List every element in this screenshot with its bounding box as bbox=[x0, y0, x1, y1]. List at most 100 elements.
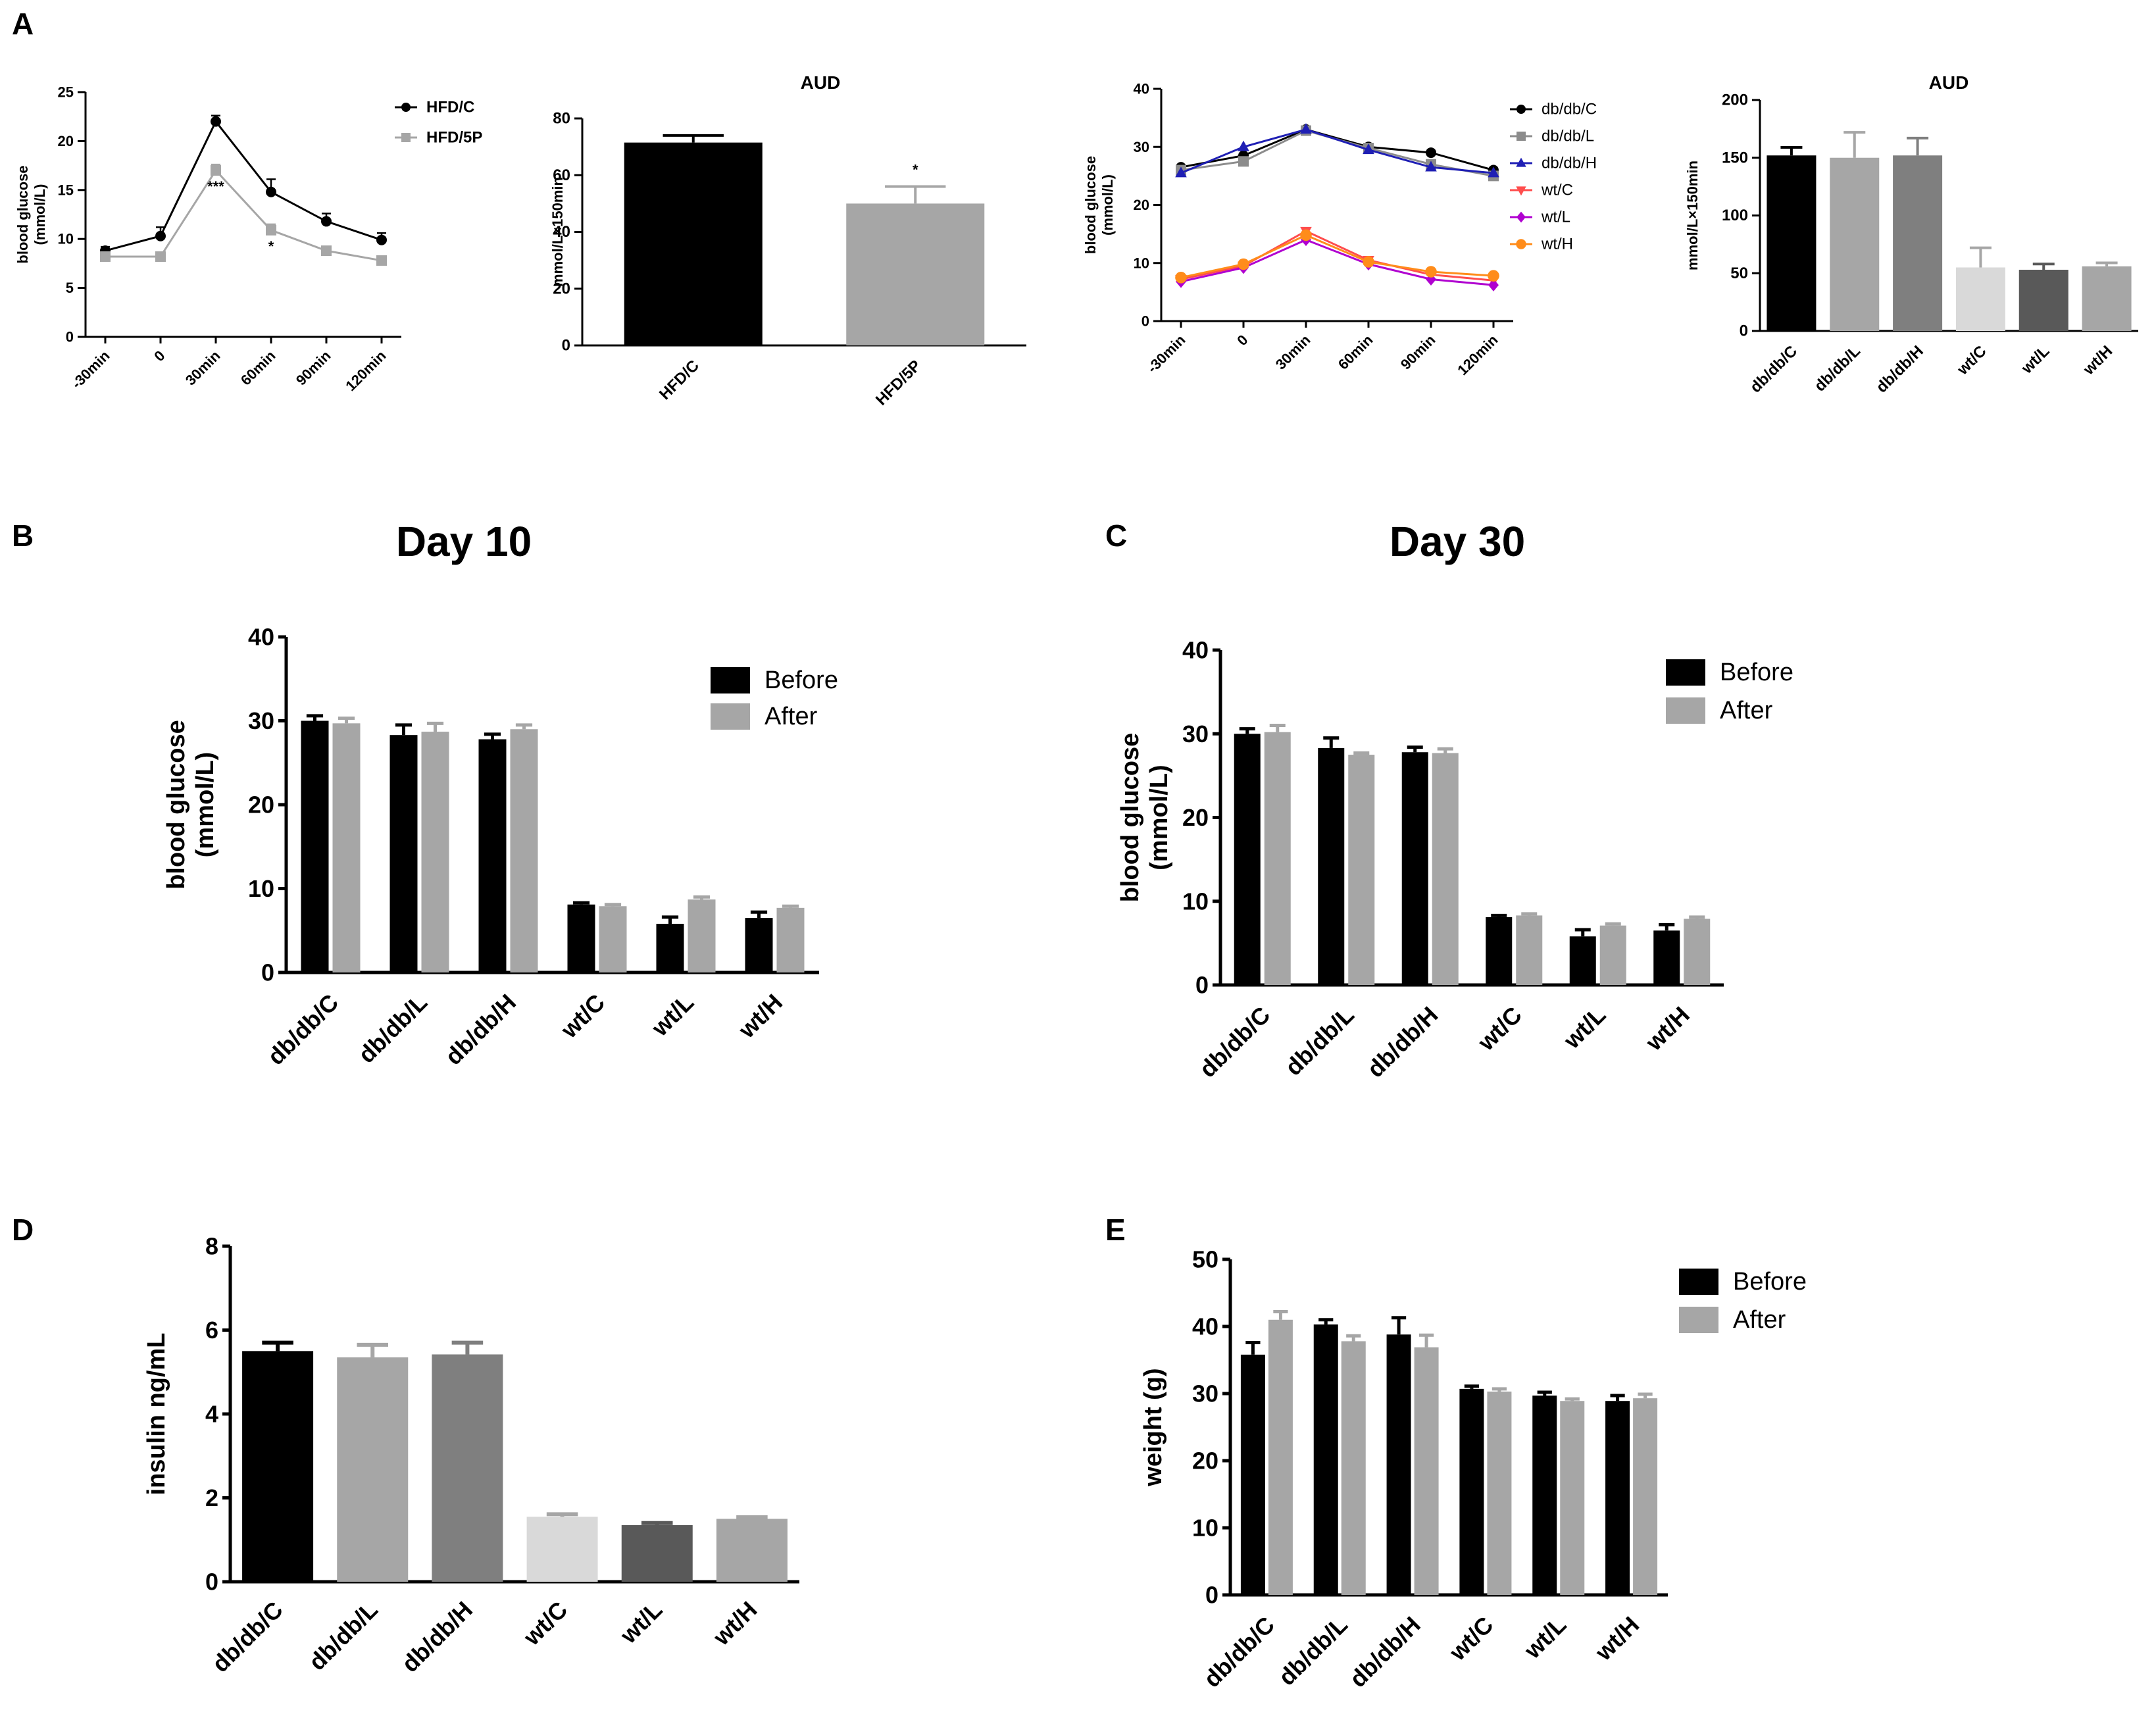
y-axis-label-line: blood glucose bbox=[1082, 156, 1099, 254]
series-wt/L bbox=[1176, 233, 1499, 291]
x-tick-label: wt/C bbox=[1472, 1001, 1526, 1056]
significance-marker: * bbox=[913, 162, 918, 178]
x-tick-label: 0 bbox=[1234, 332, 1251, 349]
y-axis-label-line: blood glucose bbox=[1116, 733, 1144, 903]
chart-title: AUD bbox=[801, 72, 841, 93]
y-tick-label: 5 bbox=[66, 280, 74, 296]
data-point bbox=[1363, 143, 1374, 155]
x-tick-label: HFD/C bbox=[656, 357, 703, 403]
significance-marker: *** bbox=[207, 178, 224, 195]
y-axis-label-line: weight (g) bbox=[1140, 1368, 1167, 1486]
chart-B: 0 10 20 30 40 blood glucose(mmol/L) Day 10 db/d… bbox=[163, 518, 838, 1070]
bar bbox=[432, 1354, 503, 1582]
x-tick-label: 90min bbox=[1397, 332, 1439, 373]
data-point bbox=[321, 245, 332, 257]
data-point bbox=[1238, 156, 1249, 167]
x-tick-label: 30min bbox=[182, 347, 224, 389]
y-tick-label: 2 bbox=[205, 1484, 218, 1511]
legend-label: wt/L bbox=[1541, 209, 1570, 226]
x-tick-label: 60min bbox=[238, 347, 279, 389]
y-tick-label: 20 bbox=[58, 133, 74, 149]
data-point bbox=[1426, 272, 1436, 286]
data-point bbox=[155, 251, 166, 262]
y-tick-label: 40 bbox=[1182, 637, 1209, 664]
x-tick-label: db/db/C bbox=[1194, 1001, 1276, 1083]
bar bbox=[621, 1525, 693, 1582]
data-point bbox=[155, 230, 166, 241]
series-wt/C bbox=[1175, 226, 1499, 287]
legend-swatch bbox=[711, 667, 750, 693]
y-axis-label-line: mmol/L×150min bbox=[1684, 161, 1701, 270]
bar-after bbox=[1516, 915, 1543, 985]
data-point bbox=[1516, 186, 1526, 196]
series-wt/H bbox=[1175, 229, 1499, 284]
bar bbox=[337, 1357, 409, 1582]
x-tick-label: db/db/C bbox=[262, 989, 343, 1071]
y-tick-label: 0 bbox=[1740, 322, 1748, 340]
y-tick-label: 10 bbox=[1182, 888, 1209, 915]
legend-label: HFD/C bbox=[426, 99, 474, 116]
x-tick-label: wt/L bbox=[1518, 1611, 1572, 1665]
x-tick-label: 30min bbox=[1272, 332, 1314, 373]
y-axis-label-line: (mmol/L) bbox=[1099, 174, 1116, 236]
bar-after bbox=[1341, 1341, 1366, 1595]
x-tick-label: wt/H bbox=[707, 1596, 762, 1651]
y-tick-label: 0 bbox=[562, 337, 570, 355]
data-point bbox=[1426, 147, 1436, 159]
data-point bbox=[266, 224, 276, 236]
x-tick-label: db/db/L bbox=[1811, 342, 1864, 395]
data-point bbox=[1517, 105, 1526, 114]
significance-marker: * bbox=[268, 238, 274, 255]
x-tick-label: db/db/L bbox=[353, 989, 432, 1069]
bar-before bbox=[478, 739, 507, 972]
x-tick-label: 90min bbox=[293, 347, 334, 389]
data-point bbox=[376, 255, 387, 266]
legend-label: Before bbox=[765, 667, 838, 694]
data-point bbox=[401, 103, 411, 112]
bar-before bbox=[1459, 1388, 1484, 1595]
y-axis-label: mmol/L×150min bbox=[1684, 161, 1701, 270]
x-tick-label: db/db/L bbox=[1273, 1611, 1353, 1691]
data-point bbox=[1425, 266, 1437, 278]
y-tick-label: 0 bbox=[1141, 313, 1149, 330]
y-axis-label-line: mmol/L×150min bbox=[549, 177, 566, 287]
bar-before bbox=[745, 918, 773, 972]
data-point bbox=[1300, 229, 1312, 241]
legend: Before After bbox=[1679, 1268, 1807, 1334]
series-line bbox=[105, 119, 382, 252]
bar bbox=[1893, 155, 1943, 332]
data-point bbox=[266, 186, 276, 197]
data-point bbox=[1175, 272, 1187, 284]
legend-label: After bbox=[765, 703, 818, 730]
y-tick-label: 30 bbox=[248, 707, 274, 734]
bar-after bbox=[332, 723, 361, 972]
y-axis-label-line: blood glucose bbox=[163, 720, 190, 890]
y-axis-label-line: blood glucose bbox=[14, 165, 31, 263]
y-tick-label: 100 bbox=[1722, 207, 1748, 224]
bar-after bbox=[1599, 925, 1626, 985]
legend-swatch bbox=[1666, 697, 1705, 724]
bar-before bbox=[567, 904, 595, 972]
y-axis-label: insulin ng/mL bbox=[143, 1333, 170, 1496]
y-tick-label: 0 bbox=[66, 329, 74, 345]
y-tick-label: 40 bbox=[553, 223, 570, 241]
chart-A3: 0 10 20 30 40 blood glucose(mmol/L) -30min 0 30m… bbox=[1082, 81, 1597, 379]
x-tick-label: HFD/5P bbox=[872, 357, 924, 409]
x-tick-label: -30min bbox=[68, 347, 113, 392]
data-point bbox=[1238, 140, 1249, 151]
y-tick-label: 8 bbox=[205, 1233, 218, 1260]
y-tick-label: 10 bbox=[58, 231, 74, 247]
bar-after bbox=[1414, 1347, 1439, 1595]
y-axis-label-line: insulin ng/mL bbox=[143, 1333, 170, 1496]
data-point bbox=[1517, 132, 1526, 141]
panel-label: B bbox=[12, 518, 34, 553]
bar-before bbox=[1569, 936, 1596, 985]
data-point bbox=[401, 133, 411, 142]
legend-swatch bbox=[1679, 1269, 1718, 1295]
x-tick-label: wt/C bbox=[555, 989, 610, 1044]
bar-after bbox=[688, 899, 716, 972]
series-line bbox=[1180, 234, 1494, 279]
y-tick-label: 40 bbox=[1192, 1313, 1218, 1340]
chart-A1: 0 5 10 15 20 25 blood glucose(mmol/L) -30min 0 30… bbox=[14, 84, 482, 395]
legend-label: wt/C bbox=[1541, 182, 1573, 199]
